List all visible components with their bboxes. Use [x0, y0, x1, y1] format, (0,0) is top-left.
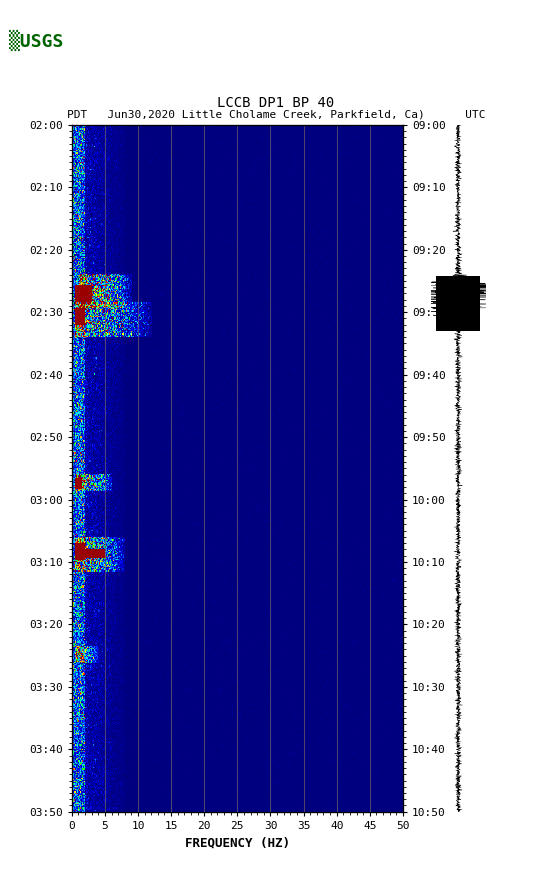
- Text: PDT   Jun30,2020 Little Cholame Creek, Parkfield, Ca)      UTC: PDT Jun30,2020 Little Cholame Creek, Par…: [67, 109, 485, 120]
- Text: ▒USGS: ▒USGS: [9, 29, 63, 51]
- Text: LCCB DP1 BP 40: LCCB DP1 BP 40: [217, 95, 335, 110]
- X-axis label: FREQUENCY (HZ): FREQUENCY (HZ): [185, 837, 290, 849]
- Bar: [436, 276, 480, 331]
